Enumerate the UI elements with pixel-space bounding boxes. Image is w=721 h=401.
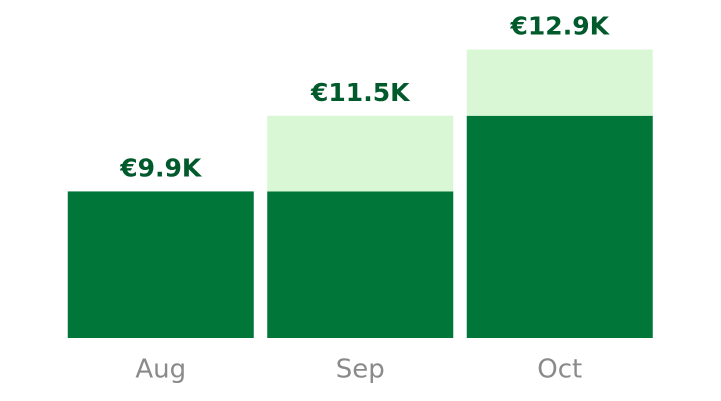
value-label: €9.9K — [119, 153, 203, 182]
bar-segment — [67, 191, 254, 338]
bar-segment — [466, 49, 653, 116]
value-label: €12.9K — [510, 12, 611, 41]
bar-segment — [466, 115, 653, 338]
bar-segment — [267, 191, 454, 338]
value-label: €11.5K — [310, 78, 411, 107]
x-tick-label: Sep — [336, 355, 385, 385]
bar-segment — [267, 115, 454, 192]
x-tick-label: Oct — [537, 355, 582, 385]
x-tick-label: Aug — [135, 355, 186, 385]
